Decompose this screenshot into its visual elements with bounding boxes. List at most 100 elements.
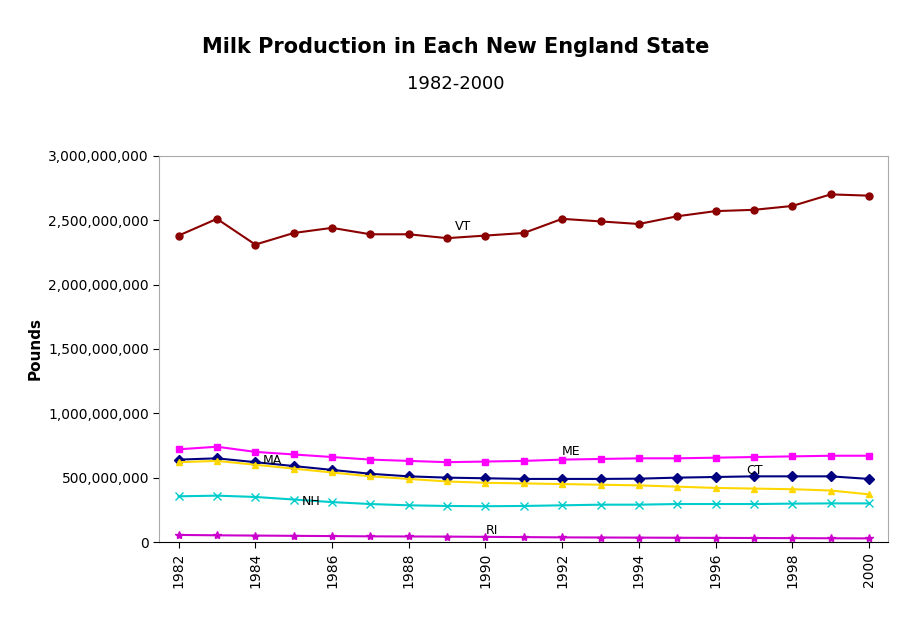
ME (595, 455, 606, 463)
RI (711, 534, 722, 541)
NH (711, 500, 722, 508)
CT (404, 473, 415, 480)
NH (825, 500, 836, 507)
ME (480, 458, 491, 465)
VT (518, 229, 529, 237)
ME (749, 454, 760, 461)
CT (633, 475, 644, 482)
RI (442, 533, 453, 540)
VT (749, 206, 760, 214)
CT (864, 475, 875, 483)
Line: ME: ME (175, 443, 873, 465)
RI (825, 535, 836, 542)
ME (326, 454, 337, 461)
MA (250, 461, 261, 468)
ME (365, 456, 376, 464)
ME (825, 452, 836, 460)
RI (480, 533, 491, 541)
NH (211, 492, 222, 500)
MA (825, 487, 836, 494)
Text: VT: VT (455, 221, 471, 234)
NH (288, 496, 299, 503)
RI (749, 535, 760, 542)
MA (595, 481, 606, 488)
VT (442, 234, 453, 242)
ME (787, 453, 798, 460)
CT (250, 459, 261, 466)
ME (404, 457, 415, 465)
VT (633, 221, 644, 228)
CT (787, 473, 798, 480)
MA (787, 485, 798, 493)
VT (480, 232, 491, 239)
Line: RI: RI (174, 531, 874, 543)
VT (404, 231, 415, 238)
CT (557, 475, 568, 483)
VT (365, 231, 376, 238)
ME (864, 452, 875, 460)
ME (671, 455, 682, 462)
CT (326, 466, 337, 473)
RI (404, 533, 415, 540)
VT (825, 191, 836, 198)
NH (787, 500, 798, 507)
MA (633, 482, 644, 489)
NH (864, 500, 875, 507)
RI (671, 534, 682, 541)
CT (749, 473, 760, 480)
VT (671, 212, 682, 220)
MA (711, 484, 722, 492)
CT (442, 474, 453, 482)
RI (288, 532, 299, 540)
VT (211, 215, 222, 222)
Text: CT: CT (746, 464, 763, 477)
NH (595, 501, 606, 508)
ME (211, 443, 222, 450)
RI (557, 534, 568, 541)
RI (365, 533, 376, 540)
MA (211, 457, 222, 465)
NH (365, 500, 376, 508)
RI (864, 535, 875, 542)
RI (787, 535, 798, 542)
CT (173, 456, 184, 464)
VT (288, 229, 299, 237)
VT (250, 241, 261, 249)
Text: MA: MA (263, 454, 282, 467)
CT (711, 473, 722, 481)
NH (250, 493, 261, 501)
Text: 1982-2000: 1982-2000 (406, 75, 505, 93)
NH (173, 493, 184, 500)
Text: NH: NH (302, 495, 320, 508)
ME (173, 445, 184, 453)
Line: MA: MA (175, 457, 873, 498)
VT (557, 215, 568, 222)
RI (173, 531, 184, 539)
MA (326, 468, 337, 476)
CT (825, 473, 836, 480)
RI (211, 531, 222, 539)
VT (173, 232, 184, 239)
CT (288, 462, 299, 470)
ME (288, 450, 299, 458)
NH (749, 500, 760, 508)
MA (365, 473, 376, 480)
Line: VT: VT (175, 191, 873, 248)
ME (250, 448, 261, 455)
CT (480, 475, 491, 482)
RI (633, 534, 644, 541)
CT (671, 474, 682, 482)
NH (326, 498, 337, 506)
MA (288, 465, 299, 472)
ME (633, 455, 644, 462)
NH (442, 502, 453, 510)
ME (711, 454, 722, 462)
MA (518, 480, 529, 487)
RI (595, 534, 606, 541)
ME (442, 459, 453, 466)
NH (671, 500, 682, 508)
MA (557, 480, 568, 488)
MA (671, 483, 682, 490)
RI (250, 532, 261, 540)
VT (326, 224, 337, 232)
